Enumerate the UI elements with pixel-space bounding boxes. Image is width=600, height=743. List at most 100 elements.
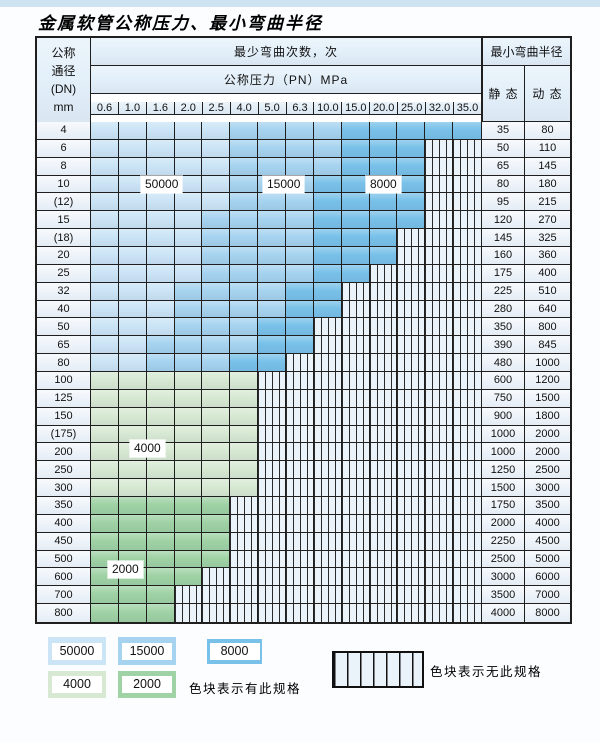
legend-swatch-value: 50000 (52, 642, 102, 660)
cell-cycles-2000 (202, 497, 231, 515)
cell-no-spec (286, 604, 314, 622)
cell-cycles-8000 (341, 157, 370, 176)
cell-cycles-8000 (369, 247, 398, 265)
cell-no-spec (425, 604, 454, 622)
cell-no-spec (453, 175, 481, 194)
cell-no-spec (453, 139, 481, 158)
cell-no-spec (453, 157, 481, 176)
cell-no-spec (453, 354, 481, 372)
cell-no-spec (369, 282, 398, 301)
cell-cycles-50000 (118, 336, 147, 355)
cell-no-spec (286, 497, 314, 515)
cell-no-spec (397, 354, 426, 372)
cell-cycles-15000 (313, 122, 342, 140)
static-radius-value: 3500 (481, 586, 525, 605)
cell-no-spec (425, 532, 454, 551)
cell-cycles-15000 (258, 247, 286, 265)
dynamic-radius-value: 180 (525, 175, 570, 194)
static-radius-value: 2000 (481, 514, 525, 533)
cell-no-spec (341, 604, 370, 622)
cell-no-spec (369, 604, 398, 622)
cell-cycles-4000 (202, 372, 231, 390)
cell-cycles-15000 (230, 193, 259, 212)
dn-row-label: (175) (37, 425, 91, 444)
cell-cycles-15000 (174, 336, 203, 355)
cell-cycles-4000 (91, 443, 119, 462)
cell-no-spec (425, 175, 454, 194)
dynamic-radius-value: 215 (525, 193, 570, 212)
cell-cycles-50000 (91, 264, 119, 283)
region-label-4000-cycles: 4000 (130, 440, 165, 457)
cell-cycles-4000 (91, 425, 119, 444)
cell-no-spec (341, 336, 370, 355)
cell-cycles-50000 (174, 211, 203, 230)
cell-cycles-4000 (230, 443, 259, 462)
cell-no-spec (313, 532, 342, 551)
cell-cycles-50000 (174, 264, 203, 283)
cell-no-spec (286, 550, 314, 569)
cell-cycles-4000 (146, 372, 175, 390)
cell-cycles-2000 (146, 497, 175, 515)
cell-cycles-50000 (202, 139, 231, 158)
legend-hatch-swatch (332, 651, 424, 688)
cell-no-spec (397, 425, 426, 444)
cell-no-spec (341, 389, 370, 408)
cell-no-spec (369, 354, 398, 372)
cell-cycles-4000 (174, 389, 203, 408)
static-radius-value: 175 (481, 264, 525, 283)
cell-cycles-2000 (202, 550, 231, 569)
cell-cycles-50000 (146, 282, 175, 301)
cell-no-spec (258, 586, 286, 605)
cell-no-spec (369, 532, 398, 551)
region-label-50000-cycles: 50000 (141, 176, 183, 193)
header-dynamic: 动 态 (525, 66, 570, 122)
cell-no-spec (174, 604, 203, 622)
static-radius-value: 900 (481, 407, 525, 426)
cell-cycles-15000 (230, 175, 259, 194)
cell-cycles-4000 (146, 407, 175, 426)
cell-cycles-50000 (118, 229, 147, 247)
cell-cycles-15000 (174, 318, 203, 337)
cell-cycles-2000 (91, 497, 119, 515)
cell-cycles-4000 (91, 461, 119, 480)
cell-no-spec (425, 568, 454, 587)
cell-cycles-50000 (118, 139, 147, 158)
legend-swatch-8000: 8000 (207, 639, 262, 664)
cell-no-spec (258, 604, 286, 622)
cell-no-spec (286, 425, 314, 444)
cell-no-spec (258, 389, 286, 408)
cell-cycles-4000 (174, 479, 203, 497)
pn-column-header: 25.0 (398, 101, 427, 115)
cell-cycles-50000 (146, 318, 175, 337)
cell-no-spec (425, 336, 454, 355)
cell-no-spec (369, 372, 398, 390)
cell-cycles-8000 (286, 318, 314, 337)
cell-no-spec (369, 586, 398, 605)
cell-no-spec (453, 443, 481, 462)
cell-no-spec (369, 461, 398, 480)
cell-cycles-50000 (146, 229, 175, 247)
cell-no-spec (453, 497, 481, 515)
cell-no-spec (397, 479, 426, 497)
cell-cycles-50000 (118, 157, 147, 176)
cell-no-spec (286, 461, 314, 480)
cell-no-spec (258, 425, 286, 444)
cell-cycles-8000 (258, 354, 286, 372)
cell-no-spec (453, 211, 481, 230)
cell-no-spec (425, 497, 454, 515)
cell-no-spec (425, 550, 454, 569)
cell-no-spec (258, 497, 286, 515)
dn-row-label: 80 (37, 354, 91, 372)
cell-no-spec (453, 247, 481, 265)
cell-cycles-50000 (91, 139, 119, 158)
cell-cycles-50000 (202, 193, 231, 212)
cell-no-spec (202, 586, 231, 605)
cell-no-spec (286, 372, 314, 390)
cell-no-spec (453, 300, 481, 319)
spec-table: 公称 通径 (DN) mm 最少弯曲次数，次 最小弯曲半径 公称压力（PN）MP… (35, 36, 572, 624)
cell-cycles-15000 (202, 229, 231, 247)
dynamic-radius-value: 325 (525, 229, 570, 247)
cell-no-spec (425, 139, 454, 158)
cell-no-spec (453, 336, 481, 355)
